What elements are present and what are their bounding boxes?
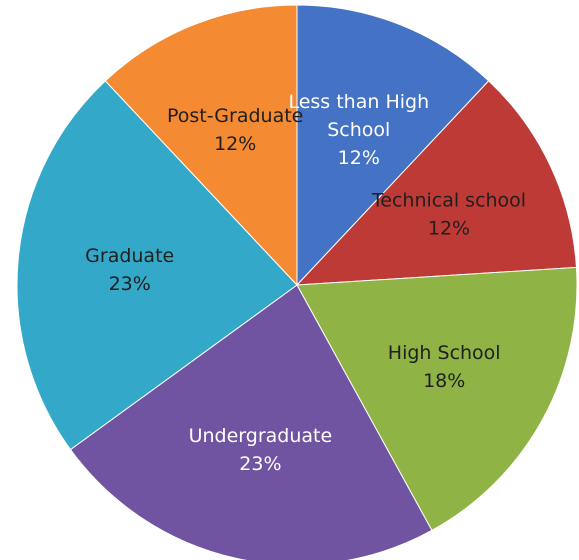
slice-label: Graduate [85,245,174,267]
slice-label: Post-Graduate [167,105,303,127]
slice-label: Undergraduate [189,425,333,447]
slice-high-school [296,266,578,532]
label-undergraduate: Undergraduate 23% [189,425,333,475]
slice-less-than-high-school [296,4,490,287]
label-technical-school: Technical school 12% [371,190,526,240]
slice-label: Technical school [371,190,526,212]
pie-labels: Less than High School 12% Technical school 1… [85,91,526,475]
slice-post-graduate [104,4,298,287]
slice-undergraduate [69,284,433,560]
slice-label: Less than High [288,91,429,113]
slice-label: High School [388,342,501,364]
slice-label: School [327,119,390,141]
label-less-than-high-school: Less than High School 12% [288,91,429,169]
slice-percent: 12% [214,133,256,155]
slice-percent: 23% [239,453,281,475]
label-post-graduate: Post-Graduate 12% [167,105,303,155]
slice-graduate [16,80,298,451]
pie-slices [16,4,578,560]
slice-percent: 12% [428,218,470,240]
slice-technical-school [295,80,577,286]
label-high-school: High School 18% [388,342,501,392]
slice-percent: 18% [423,370,465,392]
slice-percent: 12% [338,147,380,169]
label-graduate: Graduate 23% [85,245,174,295]
slice-percent: 23% [109,273,151,295]
